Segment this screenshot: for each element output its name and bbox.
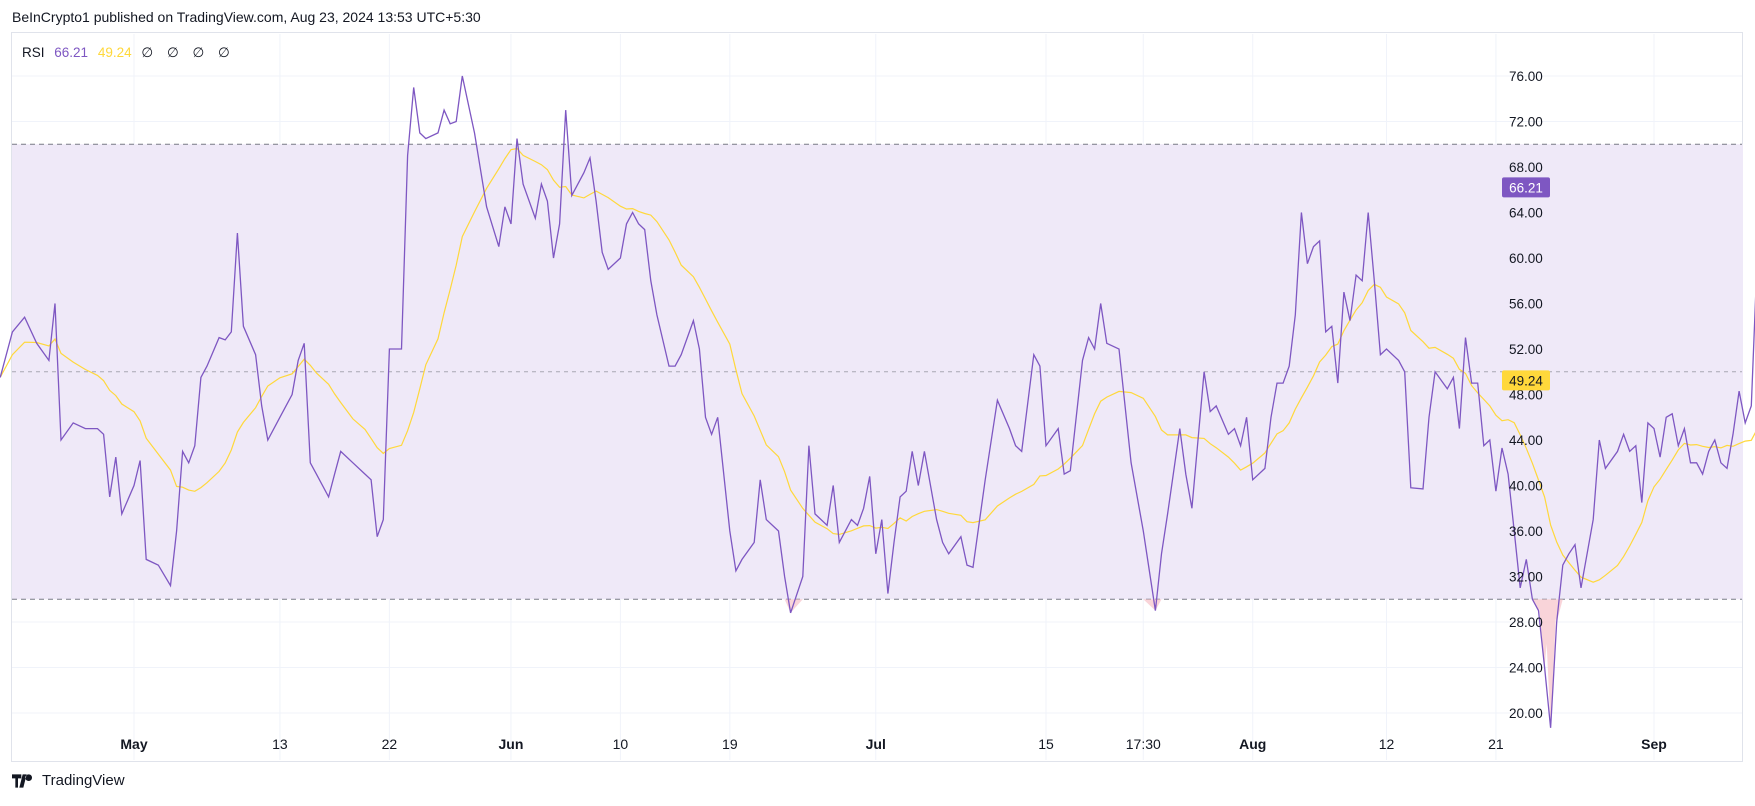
ma-last-value-label-bg: [1502, 370, 1550, 391]
x-tick-label: Aug: [1239, 736, 1266, 752]
x-tick-label: 12: [1379, 736, 1395, 752]
x-tick-label: 13: [272, 736, 288, 752]
brand-name: TradingView: [42, 772, 125, 789]
x-tick-label: Jun: [499, 736, 524, 752]
rsi-last-value-label-bg: [1502, 177, 1550, 198]
y-tick-label: 52.00: [1509, 342, 1543, 357]
x-tick-label: Sep: [1641, 736, 1667, 752]
x-tick-label: 22: [382, 736, 398, 752]
x-tick-label: 10: [613, 736, 629, 752]
tradingview-logo-icon: [12, 773, 33, 788]
x-tick-label: 17:30: [1126, 736, 1161, 752]
y-tick-label: 76.00: [1509, 69, 1543, 84]
x-tick-label: 21: [1488, 736, 1504, 752]
x-tick-label: 19: [722, 736, 738, 752]
ma-last-value-label: 49.24: [1509, 373, 1543, 388]
rsi-level-lines: [12, 143, 1742, 600]
rsi-line: [0, 75, 1755, 728]
legend-null-1: ∅: [141, 45, 154, 60]
x-tick-label: Jul: [866, 736, 886, 752]
legend-null-4: ∅: [218, 45, 230, 60]
publish-info: BeInCrypto1 published on TradingView.com…: [12, 9, 481, 25]
y-tick-label: 72.00: [1509, 115, 1543, 130]
y-tick-label: 60.00: [1509, 251, 1543, 266]
legend-null-3: ∅: [192, 45, 205, 60]
rsi-last-value-label: 66.21: [1509, 180, 1543, 195]
y-tick-label: 40.00: [1509, 479, 1543, 494]
y-tick-label: 24.00: [1509, 661, 1543, 676]
y-tick-label: 68.00: [1509, 160, 1543, 175]
legend[interactable]: RSI 66.21 49.24 ∅ ∅ ∅ ∅: [22, 45, 240, 61]
y-tick-label: 64.00: [1509, 206, 1543, 221]
y-tick-label: 20.00: [1509, 706, 1543, 721]
y-tick-label: 28.00: [1509, 615, 1543, 630]
x-axis[interactable]: May 13 22 Jun 10 19 Jul 15 17:30 Aug 12 21 Sep: [120, 736, 1666, 752]
y-tick-label: 56.00: [1509, 297, 1543, 312]
legend-null-2: ∅: [166, 45, 179, 60]
last-value-labels: 66.21 49.24: [1502, 177, 1550, 391]
x-tick-label: 15: [1038, 736, 1054, 752]
ma-line: [0, 147, 1755, 583]
legend-name: RSI: [22, 45, 45, 60]
y-tick-label: 36.00: [1509, 524, 1543, 539]
y-tick-label: 32.00: [1509, 570, 1543, 585]
y-tick-label: 48.00: [1509, 388, 1543, 403]
oversold-fill: [784, 599, 1563, 728]
legend-rsi-value: 66.21: [54, 45, 89, 60]
y-tick-label: 44.00: [1509, 433, 1543, 448]
tradingview-branding[interactable]: TradingView: [12, 772, 125, 789]
legend-ma-value: 49.24: [97, 45, 132, 60]
x-tick-label: May: [120, 736, 147, 752]
y-axis[interactable]: 76.00 72.00 68.00 64.00 60.00 56.00 52.00 48.00…: [1509, 69, 1543, 721]
